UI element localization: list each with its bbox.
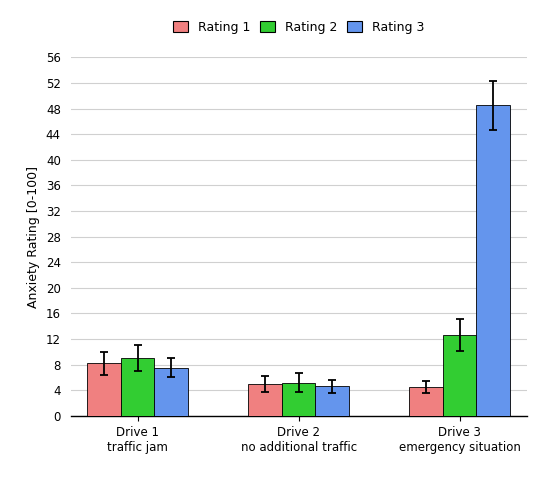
Bar bbox=[248, 384, 282, 416]
Bar bbox=[282, 382, 315, 416]
Y-axis label: Anxiety Rating [0-100]: Anxiety Rating [0-100] bbox=[27, 165, 40, 308]
Bar bbox=[121, 358, 154, 416]
Bar bbox=[154, 368, 188, 416]
Bar bbox=[443, 335, 476, 416]
Bar bbox=[409, 387, 443, 416]
Bar bbox=[315, 386, 349, 416]
Bar bbox=[476, 105, 510, 416]
Legend: Rating 1, Rating 2, Rating 3: Rating 1, Rating 2, Rating 3 bbox=[169, 17, 428, 37]
Bar bbox=[87, 363, 121, 416]
